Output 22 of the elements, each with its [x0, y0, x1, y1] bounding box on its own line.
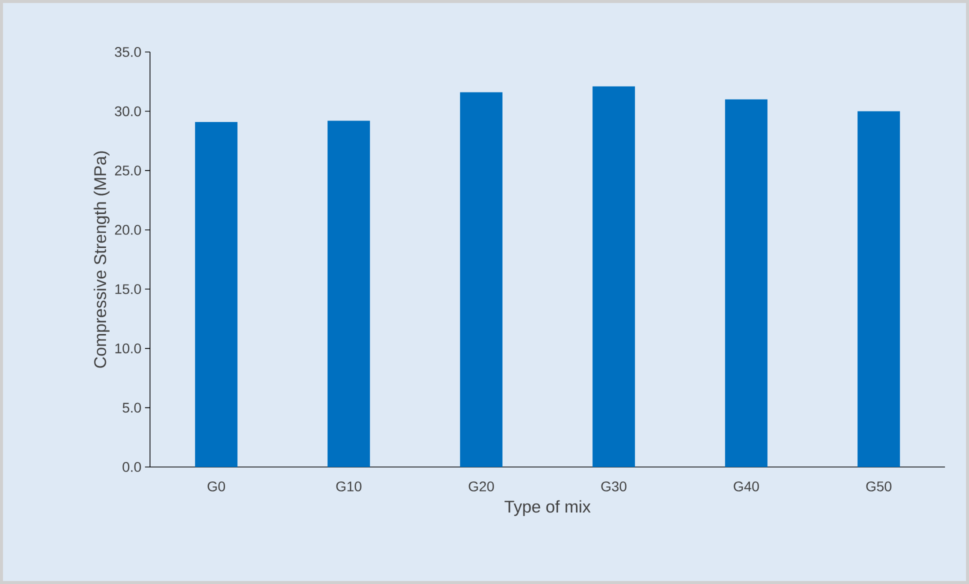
x-tick-label: G30: [601, 481, 626, 492]
y-tick-label: 30.0: [114, 106, 141, 116]
y-tick-label: 35.0: [114, 47, 141, 57]
x-tick-label: G10: [336, 481, 362, 492]
y-tick-label: 20.0: [115, 224, 141, 235]
x-tick-label: G50: [866, 481, 892, 492]
y-tick-label: 10.0: [115, 343, 141, 354]
bar: [858, 111, 900, 467]
bar: [592, 86, 635, 467]
x-axis-title: Type of mix: [504, 500, 591, 516]
x-tick-label: G20: [468, 481, 494, 492]
y-tick-label: 0.0: [122, 462, 141, 472]
y-tick-label: 5.0: [122, 402, 141, 413]
y-axis-title: Compressive Strength (MPa): [94, 151, 110, 368]
bar: [460, 92, 502, 467]
bar: [195, 122, 238, 467]
y-tick-label: 15.0: [115, 284, 141, 294]
x-tick-label: G0: [208, 481, 226, 492]
bar: [725, 99, 768, 467]
bar: [328, 120, 370, 467]
x-tick-label: G40: [734, 481, 759, 492]
y-tick-label: 25.0: [115, 166, 141, 176]
